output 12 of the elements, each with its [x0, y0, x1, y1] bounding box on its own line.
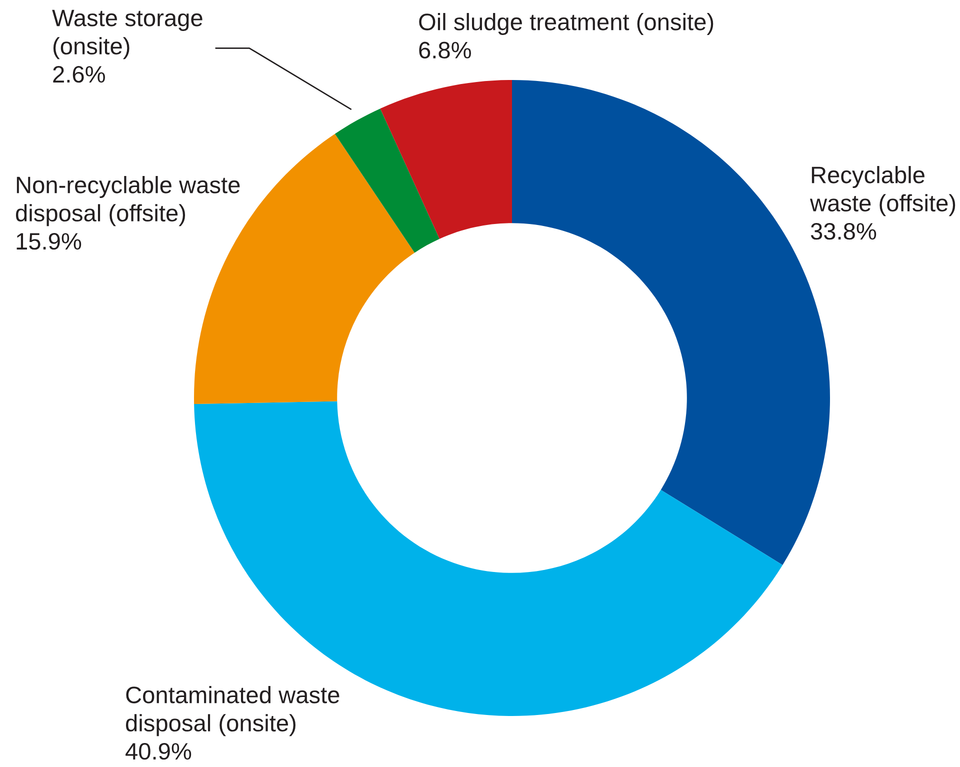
data-label: 33.8% [810, 222, 876, 240]
data-label: 6.8% [419, 42, 471, 59]
donut-slice [380, 80, 512, 239]
slice-label: Recyclable waste (offsite) [810, 166, 956, 216]
donut-slice [334, 108, 440, 253]
data-label: 15.9% [16, 232, 82, 250]
slice-label: Waste storage (onsite) [52, 10, 202, 60]
data-label: 40.9% [126, 742, 192, 760]
slice-label: Contaminated waste disposal (onsite) [126, 686, 340, 736]
slice-label: Oil sludge treatment (onsite) [419, 13, 714, 36]
data-label: 2.6% [53, 66, 105, 83]
slice-label: Non-recyclable waste disposal (offsite) [16, 176, 240, 226]
